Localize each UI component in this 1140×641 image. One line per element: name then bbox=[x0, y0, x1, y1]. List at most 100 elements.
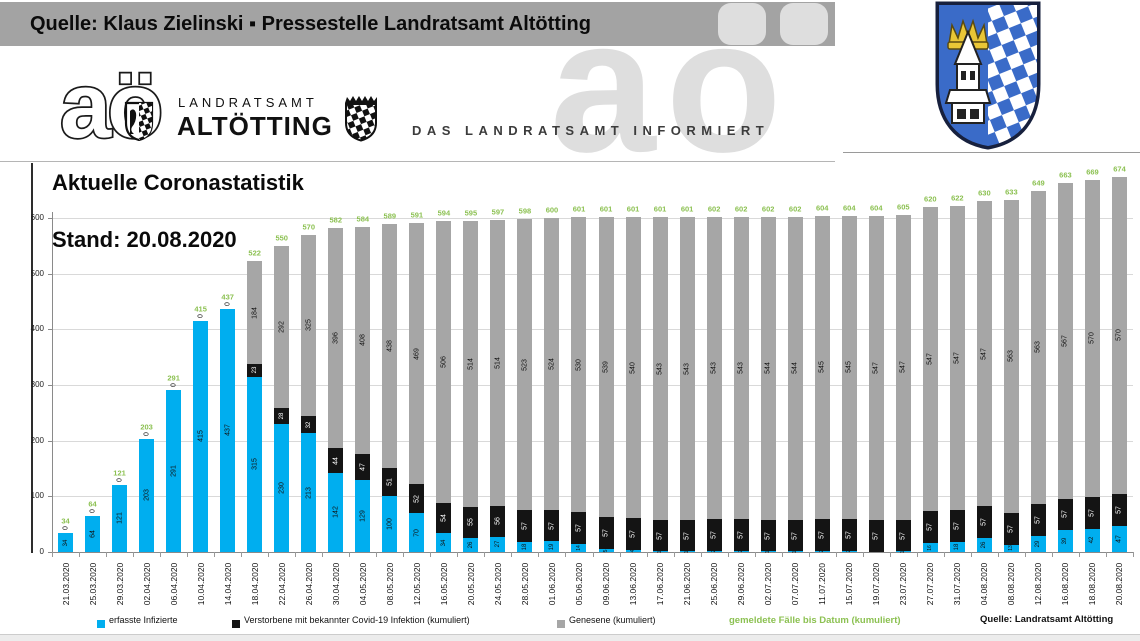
x-axis-label: 23.07.2020 bbox=[898, 562, 909, 606]
mini-coat-of-arms-icon bbox=[124, 101, 154, 141]
bar-value-infizierte: 5 bbox=[603, 549, 609, 552]
bar-value-genesene: 543 bbox=[683, 362, 691, 375]
x-axis-label: 10.04.2020 bbox=[195, 562, 206, 606]
bar-value-infizierte: 315 bbox=[251, 458, 259, 471]
x-axis-label: 12.05.2020 bbox=[411, 562, 422, 606]
x-axis-label: 15.07.2020 bbox=[844, 562, 855, 606]
x-axis-label: 02.04.2020 bbox=[141, 562, 152, 606]
bar-value-genesene: 543 bbox=[656, 362, 664, 375]
bar-value-genesene: 544 bbox=[791, 362, 799, 375]
x-axis-tick bbox=[1105, 552, 1107, 557]
bar-value-genesene: 547 bbox=[980, 347, 988, 360]
bar-total-label: 601 bbox=[653, 204, 667, 214]
x-axis-label: 22.04.2020 bbox=[276, 562, 287, 606]
bar-value-genesene: 514 bbox=[467, 358, 475, 370]
y-axis-line bbox=[52, 212, 53, 552]
x-axis-tick bbox=[484, 552, 486, 557]
bar-segment-infizierte bbox=[652, 551, 668, 552]
x-axis-label: 26.04.2020 bbox=[303, 562, 314, 606]
x-axis-tick bbox=[457, 552, 459, 557]
bar-value-genesene: 545 bbox=[818, 361, 826, 374]
bar-value-infizierte: 26 bbox=[467, 541, 474, 549]
landratsamt-logo: aö LANDRATSAMT ALTÖTTING bbox=[58, 53, 418, 161]
x-axis-label: 18.04.2020 bbox=[249, 562, 260, 606]
y-axis-tick bbox=[48, 218, 52, 219]
bar-segment-genesene bbox=[517, 219, 533, 511]
bar-value-genesene: 325 bbox=[305, 319, 313, 331]
x-axis-label: 25.06.2020 bbox=[709, 562, 720, 606]
bar-value-verstorbene: 57 bbox=[602, 529, 610, 538]
bar-total-label: 589 bbox=[383, 211, 397, 221]
bar-total-label: 595 bbox=[464, 208, 478, 218]
bar-total-label: 582 bbox=[329, 215, 343, 225]
x-axis-tick bbox=[295, 552, 297, 557]
bar-segment-verstorbene bbox=[787, 519, 803, 552]
x-axis-tick bbox=[943, 552, 945, 557]
y-gridline bbox=[52, 329, 1133, 331]
bar-value-genesene: 438 bbox=[386, 340, 394, 352]
bar-value-verstorbene: 57 bbox=[791, 531, 799, 540]
x-axis-label: 14.04.2020 bbox=[222, 562, 233, 606]
bar-value-infizierte: 18 bbox=[954, 543, 961, 551]
bar-segment-infizierte bbox=[328, 472, 344, 552]
bar-value-infizierte: 13 bbox=[1008, 545, 1015, 552]
bar-segment-genesene bbox=[652, 217, 668, 520]
x-axis-tick bbox=[79, 552, 81, 557]
bar-value-verstorbene: 57 bbox=[521, 522, 529, 531]
bar-segment-verstorbene bbox=[976, 505, 992, 538]
bar-segment-infizierte bbox=[679, 551, 695, 552]
x-axis-tick bbox=[349, 552, 351, 557]
bar-total-label: 649 bbox=[1032, 178, 1045, 188]
bar-value-verstorbene: 57 bbox=[737, 531, 745, 539]
bar-value-infizierte: 1 bbox=[765, 550, 772, 554]
bar-value-verstorbene: 32 bbox=[305, 421, 312, 428]
bar-total-label: 602 bbox=[788, 204, 802, 214]
x-axis-label: 17.06.2020 bbox=[655, 562, 666, 606]
bar-total-label: 598 bbox=[518, 206, 532, 216]
bar-segment-infizierte bbox=[625, 549, 641, 552]
x-axis-label: 25.03.2020 bbox=[87, 562, 98, 606]
ao-monogram-icon: aö bbox=[58, 53, 166, 155]
legend-label-verstorbene: Verstorbene mit bekannter Covid-19 Infek… bbox=[244, 615, 470, 625]
bar-segment-infizierte bbox=[112, 484, 128, 552]
bar-value-verstorbene: 57 bbox=[575, 524, 583, 533]
bar-value-genesene: 543 bbox=[710, 362, 718, 374]
bar-total-label: 550 bbox=[275, 233, 288, 243]
bar-segment-genesene bbox=[598, 217, 614, 518]
bar-value-genesene: 563 bbox=[1007, 350, 1015, 363]
bar-segment-infizierte bbox=[1084, 528, 1100, 552]
bar-segment-infizierte bbox=[58, 533, 73, 552]
bar-segment-genesene bbox=[841, 215, 857, 520]
bar-value-verstorbene: 47 bbox=[359, 463, 367, 471]
bar-value-infizierte: 70 bbox=[413, 528, 421, 537]
bar-value-infizierte: 19 bbox=[548, 543, 555, 551]
x-axis-label: 08.08.2020 bbox=[1006, 562, 1017, 606]
bar-value-verstorbene-zero: 0 bbox=[170, 383, 178, 387]
x-axis-tick bbox=[52, 552, 53, 557]
bar-segment-verstorbene bbox=[247, 363, 263, 377]
x-axis-label: 21.06.2020 bbox=[682, 562, 693, 606]
bar-segment-verstorbene bbox=[382, 467, 398, 497]
bar-segment-genesene bbox=[328, 228, 344, 449]
bar-segment-infizierte bbox=[1030, 535, 1046, 552]
x-axis-tick bbox=[754, 552, 756, 557]
watermark-umlaut-dot-left bbox=[718, 3, 766, 45]
bar-value-infizierte: 34 bbox=[440, 539, 447, 546]
bar-total-label: 591 bbox=[410, 210, 424, 220]
bar-total-label: 604 bbox=[869, 203, 883, 213]
bar-segment-verstorbene bbox=[625, 518, 641, 550]
y-gridline bbox=[52, 496, 1133, 498]
bar-value-genesene: 292 bbox=[278, 321, 286, 333]
bar-value-verstorbene: 57 bbox=[629, 530, 637, 538]
bar-segment-infizierte bbox=[598, 549, 614, 552]
bar-value-infizierte: 64 bbox=[89, 530, 97, 539]
bar-value-verstorbene: 57 bbox=[1007, 524, 1015, 533]
bar-total-label: 620 bbox=[924, 194, 937, 204]
bar-segment-verstorbene bbox=[355, 454, 371, 481]
bar-segment-infizierte bbox=[247, 376, 263, 552]
bar-segment-verstorbene bbox=[949, 510, 965, 542]
bar-value-genesene: 523 bbox=[521, 358, 529, 371]
x-axis-label: 30.04.2020 bbox=[330, 562, 341, 606]
bar-value-genesene: 543 bbox=[737, 362, 745, 374]
